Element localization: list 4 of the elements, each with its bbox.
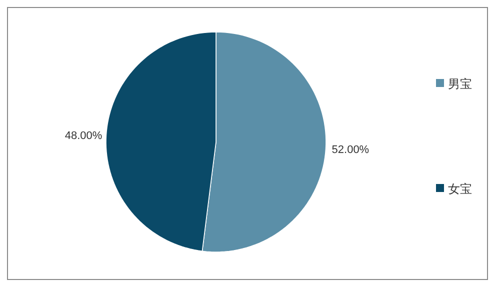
data-label: 48.00% [64,130,102,142]
legend-label: 男宝 [448,77,472,91]
legend-label: 女宝 [448,182,472,196]
data-label: 52.00% [332,144,370,156]
